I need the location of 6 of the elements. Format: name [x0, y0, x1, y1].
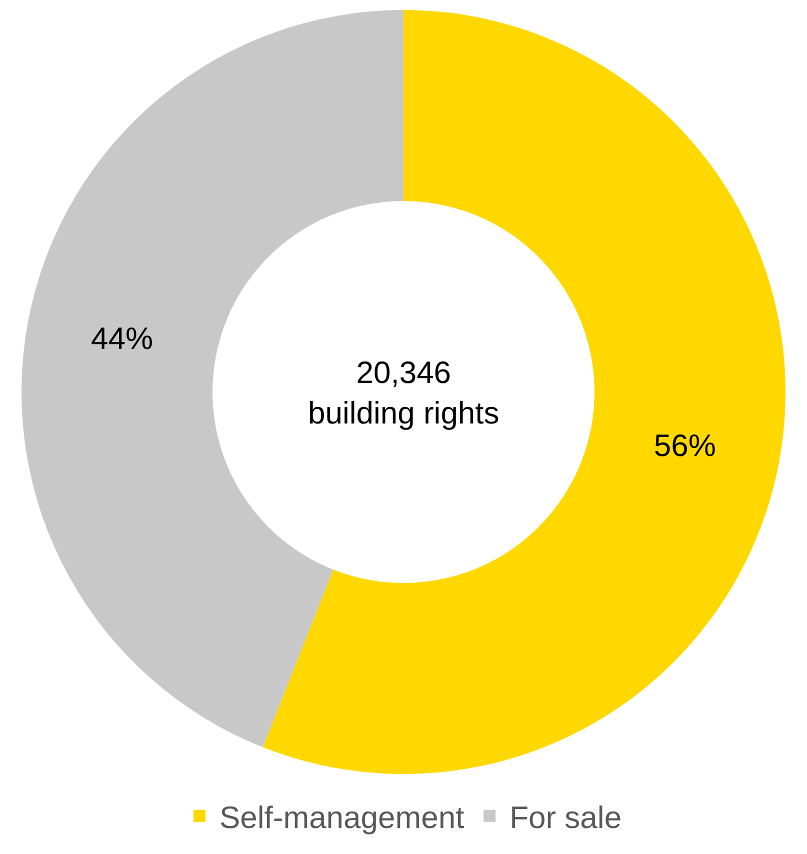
- legend-label: Self-management: [220, 800, 465, 836]
- data-label: 44%: [91, 320, 154, 356]
- donut-slice: [262, 10, 785, 774]
- data-label: 56%: [654, 428, 716, 464]
- text: 20,346 building rights: [308, 355, 500, 430]
- legend-label: For sale: [510, 800, 622, 836]
